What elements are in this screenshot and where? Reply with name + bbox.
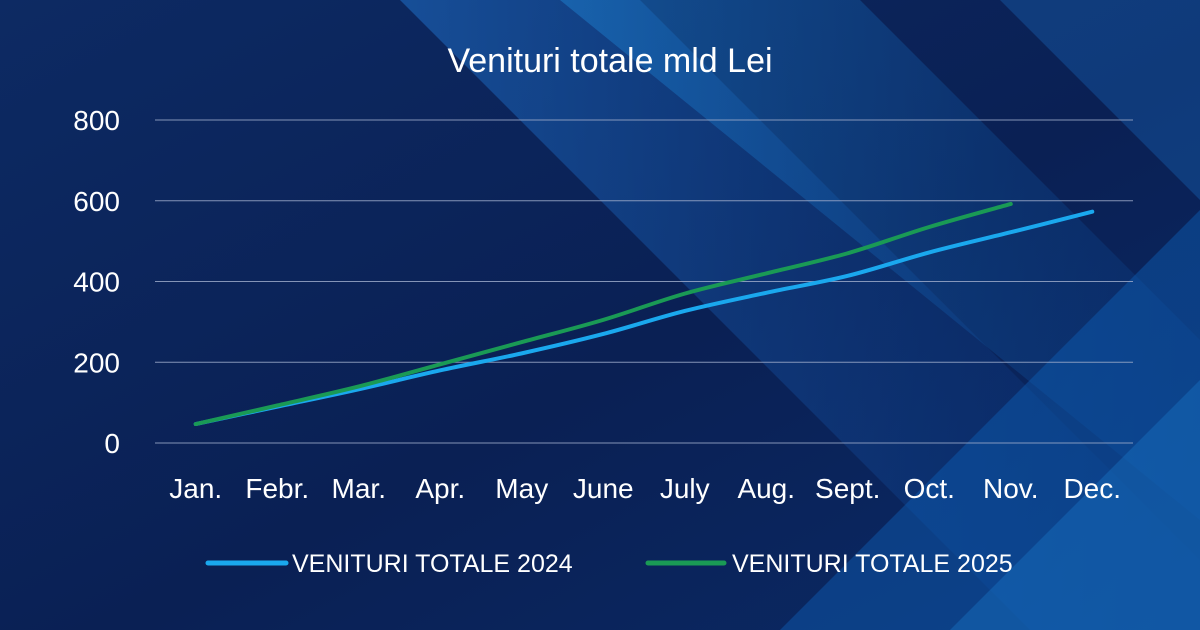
y-tick-label: 0 xyxy=(104,428,120,459)
x-tick-label: May xyxy=(495,473,548,504)
x-tick-label: Jan. xyxy=(169,473,222,504)
x-tick-label: Mar. xyxy=(332,473,386,504)
x-tick-label: Nov. xyxy=(983,473,1039,504)
y-tick-label: 800 xyxy=(73,105,120,136)
x-tick-label: June xyxy=(573,473,634,504)
x-tick-label: Aug. xyxy=(737,473,795,504)
legend-label-2025: VENITURI TOTALE 2025 xyxy=(732,550,1013,578)
x-tick-label: Dec. xyxy=(1063,473,1121,504)
background-band xyxy=(400,0,1200,630)
x-axis-ticks: Jan. Febr. Mar. Apr. May June July Aug. Sept. Oct… xyxy=(169,473,1121,504)
y-tick-label: 400 xyxy=(73,267,120,298)
x-tick-label: Apr. xyxy=(415,473,465,504)
legend-label-2024: VENITURI TOTALE 2024 xyxy=(292,550,573,578)
background-band xyxy=(560,0,1200,520)
x-tick-label: Febr. xyxy=(245,473,309,504)
x-tick-label: Oct. xyxy=(904,473,955,504)
legend-item-2024: VENITURI TOTALE 2024 xyxy=(205,550,573,578)
series-line-2024 xyxy=(193,209,1095,427)
y-axis-ticks: 0 200 400 600 800 xyxy=(73,105,120,459)
gridlines xyxy=(155,119,1133,444)
x-tick-label: Sept. xyxy=(815,473,880,504)
series-lines xyxy=(193,201,1095,427)
background-band xyxy=(1000,0,1200,200)
x-tick-label: July xyxy=(660,473,710,504)
background-band xyxy=(780,210,1200,630)
legend: VENITURI TOTALE 2024 VENITURI TOTALE 202… xyxy=(205,550,1013,578)
chart-title: Venituri totale mld Lei xyxy=(447,42,772,80)
background-band xyxy=(950,380,1200,630)
y-tick-label: 600 xyxy=(73,186,120,217)
legend-item-2025: VENITURI TOTALE 2025 xyxy=(645,550,1013,578)
y-tick-label: 200 xyxy=(73,347,120,378)
